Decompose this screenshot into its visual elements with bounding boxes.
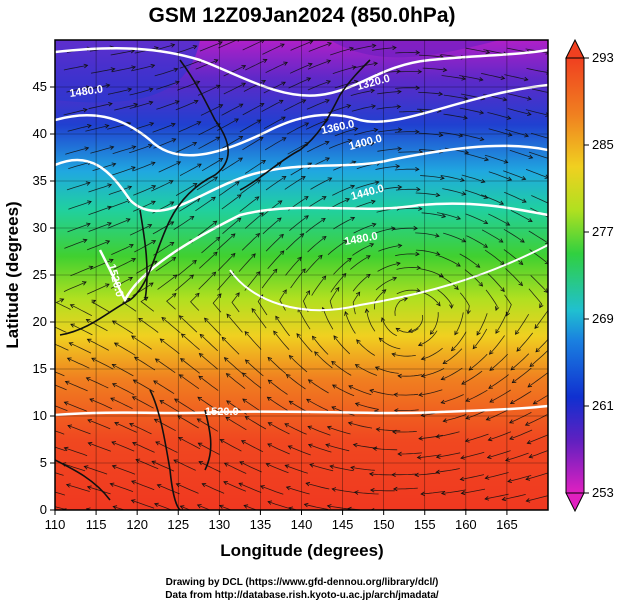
colorbar-ticks: 253 261 269 277 285 293 xyxy=(584,50,614,500)
colorbar: 253 261 269 277 285 293 xyxy=(565,38,614,513)
colorbar-max-arrow xyxy=(565,38,585,59)
y-tick-label: 5 xyxy=(40,455,47,470)
x-tick-label: 160 xyxy=(455,517,477,532)
colorbar-scale xyxy=(565,57,585,494)
y-tick-label: 45 xyxy=(33,79,47,94)
x-axis-ticks: 110 115 120 125 130 135 140 145 150 155 160 165 xyxy=(45,510,518,532)
plot-area xyxy=(55,40,548,510)
contour-label: 1520.0 xyxy=(205,406,239,418)
y-axis-label: Latitude (degrees) xyxy=(3,201,22,348)
y-tick-label: 35 xyxy=(33,173,47,188)
y-tick-label: 40 xyxy=(33,126,47,141)
geopotential-contours xyxy=(55,47,548,417)
credit-data: Data from http://database.rish.kyoto-u.a… xyxy=(165,590,439,601)
colorbar-tick-label: 269 xyxy=(592,311,614,326)
credit-drawing: Drawing by DCL (https://www.gfd-dennou.o… xyxy=(166,577,439,588)
x-tick-label: 110 xyxy=(45,517,66,532)
y-tick-label: 10 xyxy=(33,408,47,423)
colorbar-tick-label: 293 xyxy=(592,50,614,65)
x-tick-label: 125 xyxy=(167,517,189,532)
x-tick-label: 135 xyxy=(250,517,272,532)
x-axis-label: Longitude (degrees) xyxy=(220,541,383,560)
colorbar-tick-label: 277 xyxy=(592,224,614,239)
x-tick-label: 165 xyxy=(496,517,518,532)
x-tick-label: 145 xyxy=(332,517,354,532)
y-tick-label: 15 xyxy=(33,361,47,376)
y-tick-label: 20 xyxy=(33,314,47,329)
contour-label: 1480.0 xyxy=(343,230,378,248)
colorbar-tick-label: 253 xyxy=(592,485,614,500)
colorbar-tick-label: 285 xyxy=(592,137,614,152)
y-tick-label: 0 xyxy=(40,502,47,517)
colorbar-min-arrow xyxy=(565,492,585,513)
y-tick-label: 25 xyxy=(33,267,47,282)
chart-title: GSM 12Z09Jan2024 (850.0hPa) xyxy=(148,4,455,27)
x-tick-label: 140 xyxy=(291,517,313,532)
x-tick-label: 120 xyxy=(126,517,148,532)
contour-label: 1480.0 xyxy=(69,83,104,100)
y-tick-label: 30 xyxy=(33,220,47,235)
colorbar-tick-label: 261 xyxy=(592,398,614,413)
x-tick-label: 115 xyxy=(86,517,107,532)
x-tick-label: 155 xyxy=(414,517,436,532)
x-tick-label: 150 xyxy=(373,517,395,532)
y-axis-ticks: 0 5 10 15 20 25 30 35 40 45 xyxy=(33,79,55,517)
lat-lon-grid xyxy=(55,40,548,510)
x-tick-label: 130 xyxy=(208,517,230,532)
